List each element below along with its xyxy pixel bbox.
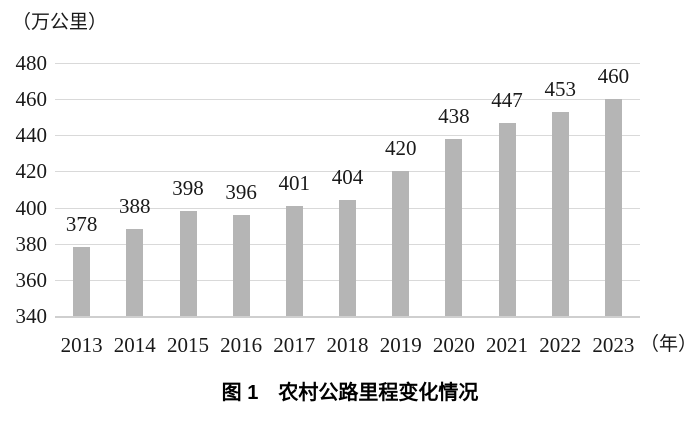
x-tick-label: 2018 bbox=[326, 333, 369, 357]
x-axis-unit-label: （年） bbox=[640, 334, 698, 355]
y-tick-label: 420 bbox=[15, 159, 48, 183]
x-tick-label: 2022 bbox=[539, 333, 582, 357]
bar bbox=[73, 247, 91, 316]
y-tick-label: 380 bbox=[15, 232, 48, 256]
bar-value-label: 438 bbox=[438, 103, 470, 128]
y-tick-label: 440 bbox=[15, 123, 48, 147]
bar bbox=[285, 205, 303, 316]
x-tick-label: 2017 bbox=[273, 333, 316, 357]
bar-value-label: 420 bbox=[384, 136, 417, 161]
x-tick-label: 2015 bbox=[167, 333, 209, 357]
bar-value-label: 460 bbox=[597, 64, 630, 89]
x-tick-label: 2014 bbox=[113, 333, 156, 357]
figure-caption: 图 1 农村公路里程变化情况 bbox=[221, 382, 479, 404]
x-tick-label: 2021 bbox=[486, 333, 528, 357]
bar bbox=[232, 214, 250, 316]
y-tick-label: 460 bbox=[15, 87, 48, 111]
y-tick-label: 480 bbox=[15, 51, 48, 75]
gridline bbox=[55, 135, 640, 136]
x-tick-label: 2013 bbox=[60, 333, 103, 357]
x-tick-label: 2020 bbox=[432, 333, 475, 357]
bar bbox=[339, 200, 356, 316]
bar-value-label: 398 bbox=[172, 176, 204, 201]
bar-value-label: 401 bbox=[278, 170, 311, 195]
bar-value-label: 396 bbox=[225, 179, 257, 204]
bar-value-label: 447 bbox=[491, 87, 523, 112]
x-tick-label: 2016 bbox=[220, 333, 263, 357]
x-axis-baseline bbox=[55, 316, 640, 318]
y-tick-label: 400 bbox=[15, 196, 48, 220]
gridline bbox=[55, 99, 640, 100]
bar bbox=[445, 138, 463, 316]
x-tick-label: 2019 bbox=[379, 333, 422, 357]
y-tick-label: 360 bbox=[15, 268, 48, 292]
bar bbox=[498, 122, 516, 316]
bar bbox=[551, 111, 569, 316]
bar-value-label: 388 bbox=[119, 194, 151, 219]
gridline bbox=[55, 171, 640, 172]
y-axis-unit-label: （万公里） bbox=[12, 12, 108, 33]
bar bbox=[126, 229, 144, 316]
bar-value-label: 453 bbox=[544, 76, 576, 101]
bar bbox=[604, 99, 622, 316]
gridline bbox=[55, 63, 640, 64]
bar-value-label: 378 bbox=[65, 212, 98, 237]
bar bbox=[392, 171, 410, 316]
x-tick-label: 2023 bbox=[592, 333, 635, 357]
bar bbox=[179, 211, 197, 316]
y-tick-label: 340 bbox=[15, 304, 48, 328]
bar-value-label: 404 bbox=[331, 165, 364, 190]
